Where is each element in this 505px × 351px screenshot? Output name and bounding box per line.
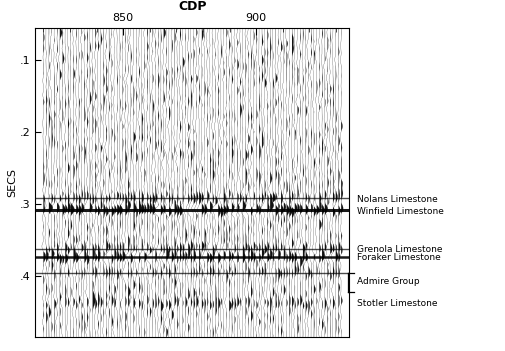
Y-axis label: SECS: SECS <box>7 168 17 197</box>
Text: Admire Group: Admire Group <box>356 277 419 286</box>
Text: Grenola Limestone: Grenola Limestone <box>356 245 441 254</box>
Text: Foraker Limestone: Foraker Limestone <box>356 253 440 263</box>
Text: Winfield Limestone: Winfield Limestone <box>356 207 443 216</box>
Text: Stotler Limestone: Stotler Limestone <box>356 299 436 308</box>
X-axis label: CDP: CDP <box>178 0 206 13</box>
Text: Nolans Limestone: Nolans Limestone <box>356 194 437 204</box>
